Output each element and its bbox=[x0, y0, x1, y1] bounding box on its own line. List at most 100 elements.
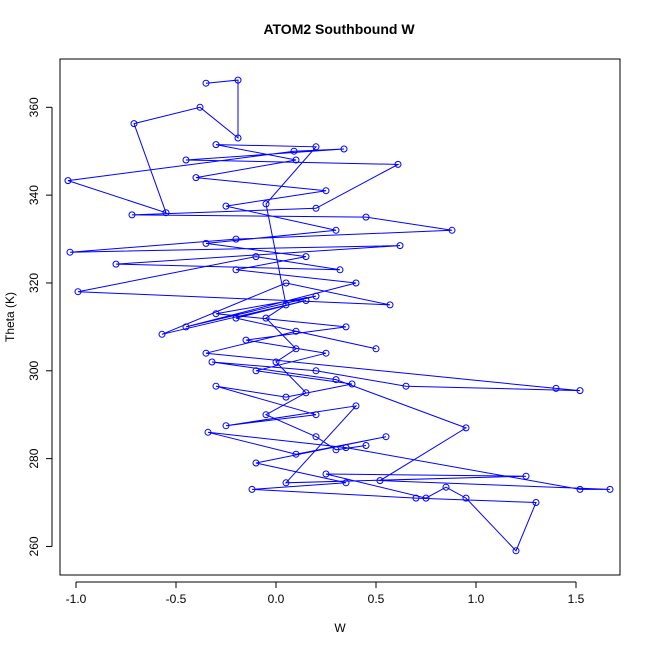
data-point bbox=[232, 235, 240, 243]
data-point bbox=[512, 547, 520, 555]
data-point bbox=[292, 156, 300, 164]
data-point bbox=[576, 485, 584, 493]
data-point bbox=[442, 483, 450, 491]
data-point bbox=[336, 266, 344, 274]
data-point bbox=[522, 472, 530, 480]
data-point bbox=[322, 349, 330, 357]
data-point bbox=[112, 260, 120, 268]
x-tick-label: 1.5 bbox=[568, 592, 585, 606]
data-point bbox=[212, 382, 220, 390]
data-point bbox=[202, 239, 210, 247]
data-point bbox=[202, 349, 210, 357]
x-axis-label: W bbox=[334, 621, 346, 635]
data-point bbox=[202, 79, 210, 87]
data-point bbox=[312, 204, 320, 212]
data-point bbox=[262, 200, 270, 208]
data-point bbox=[606, 485, 614, 493]
plot-frame bbox=[59, 58, 621, 576]
data-point bbox=[252, 459, 260, 467]
data-point bbox=[182, 323, 190, 331]
data-point bbox=[348, 380, 356, 388]
data-point bbox=[342, 479, 350, 487]
data-point bbox=[302, 297, 310, 304]
data-point bbox=[162, 209, 170, 217]
data-point bbox=[128, 211, 136, 219]
data-point bbox=[342, 444, 350, 452]
data-point bbox=[234, 134, 242, 142]
data-point bbox=[302, 389, 310, 397]
data-point bbox=[292, 327, 300, 335]
x-tick-label: -1.0 bbox=[66, 592, 87, 606]
y-tick-label: 340 bbox=[27, 185, 41, 205]
data-point bbox=[312, 143, 320, 151]
data-point bbox=[262, 314, 270, 322]
data-point bbox=[386, 301, 394, 309]
y-tick-label: 260 bbox=[27, 536, 41, 556]
y-tick-label: 280 bbox=[27, 448, 41, 468]
data-point bbox=[532, 499, 540, 506]
data-point bbox=[130, 120, 138, 128]
data-point bbox=[352, 402, 360, 410]
x-tick-label: 1.0 bbox=[468, 592, 485, 606]
data-point bbox=[282, 301, 290, 309]
x-axis: -1.0 -0.5 0.0 0.5 1.0 1.5 bbox=[66, 581, 585, 606]
data-point bbox=[292, 345, 300, 353]
data-point bbox=[282, 479, 290, 487]
data-point bbox=[552, 384, 560, 392]
data-point bbox=[252, 367, 260, 375]
data-point bbox=[342, 323, 350, 331]
data-point bbox=[376, 477, 384, 485]
data-point bbox=[232, 314, 240, 322]
data-point bbox=[448, 226, 456, 234]
y-tick-label: 320 bbox=[27, 273, 41, 293]
data-point bbox=[212, 141, 220, 149]
data-point bbox=[208, 358, 216, 366]
data-point bbox=[204, 428, 212, 436]
y-axis-label: Theta (K) bbox=[3, 292, 17, 342]
data-point bbox=[182, 156, 190, 164]
data-point bbox=[576, 387, 584, 395]
data-point bbox=[382, 433, 390, 441]
x-tick-label: -0.5 bbox=[166, 592, 187, 606]
data-point bbox=[74, 288, 82, 296]
data-point bbox=[312, 292, 320, 300]
data-point bbox=[412, 494, 420, 502]
y-axis: 260 280 300 320 340 360 bbox=[27, 97, 53, 556]
y-tick-label: 360 bbox=[27, 97, 41, 117]
data-point bbox=[362, 213, 370, 221]
data-point bbox=[252, 253, 260, 261]
data-point bbox=[332, 376, 340, 384]
data-point bbox=[302, 253, 310, 261]
data-point bbox=[462, 424, 470, 432]
x-tick-label: 0.0 bbox=[268, 592, 285, 606]
x-tick-label: 0.5 bbox=[368, 592, 385, 606]
data-point bbox=[292, 450, 300, 458]
data-point bbox=[312, 433, 320, 441]
data-point bbox=[64, 177, 72, 185]
data-point bbox=[282, 393, 290, 401]
data-point bbox=[312, 367, 320, 375]
data-point bbox=[312, 411, 320, 419]
series-line bbox=[67, 79, 611, 552]
data-point bbox=[282, 279, 290, 287]
data-point bbox=[158, 330, 166, 338]
data-point bbox=[422, 494, 430, 502]
data-point bbox=[394, 160, 402, 168]
data-point bbox=[322, 470, 330, 478]
data-point bbox=[262, 411, 270, 419]
data-point bbox=[322, 187, 330, 195]
data-point bbox=[222, 202, 230, 210]
data-point bbox=[232, 266, 240, 274]
data-point bbox=[196, 103, 204, 111]
data-point bbox=[222, 422, 230, 430]
data-point bbox=[212, 310, 220, 318]
data-point bbox=[290, 147, 298, 155]
data-point bbox=[362, 442, 370, 449]
data-point bbox=[332, 446, 340, 454]
data-point bbox=[242, 336, 250, 344]
data-point bbox=[402, 382, 410, 390]
data-point bbox=[396, 242, 404, 250]
data-point bbox=[352, 279, 360, 287]
data-point bbox=[462, 494, 470, 502]
